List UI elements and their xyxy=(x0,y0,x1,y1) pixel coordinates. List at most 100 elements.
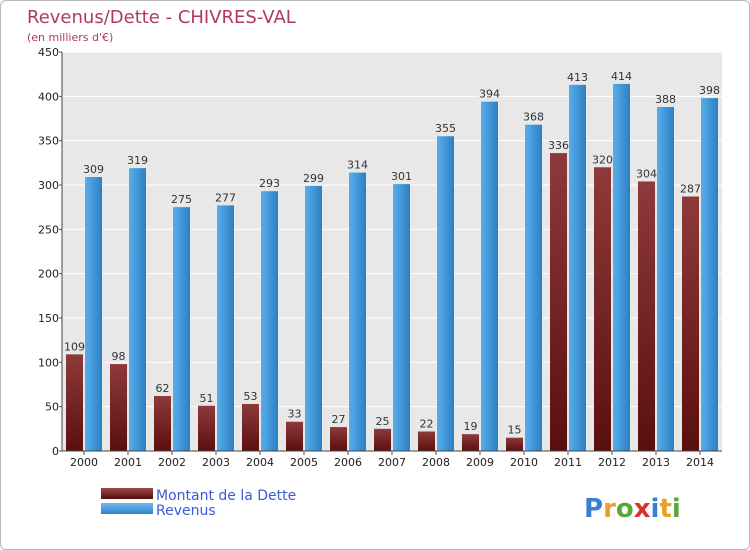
bar-revenus xyxy=(525,124,542,451)
x-tick-label: 2000 xyxy=(70,456,98,469)
bar-revenus xyxy=(217,205,234,451)
bar-dette xyxy=(110,364,127,451)
bar-dette xyxy=(506,437,523,451)
bar-dette xyxy=(198,405,215,451)
data-label-dette: 15 xyxy=(508,424,522,437)
data-label-revenus: 398 xyxy=(699,84,720,97)
data-label-dette: 33 xyxy=(288,408,302,421)
data-label-revenus: 293 xyxy=(259,177,280,190)
bar-dette xyxy=(330,427,347,451)
bar-dette xyxy=(286,421,303,451)
data-label-dette: 98 xyxy=(112,350,126,363)
data-label-dette: 25 xyxy=(376,415,390,428)
data-label-revenus: 277 xyxy=(215,191,236,204)
bar-revenus xyxy=(613,83,630,452)
data-label-revenus: 355 xyxy=(435,122,456,135)
bar-revenus xyxy=(437,136,454,451)
data-label-dette: 336 xyxy=(548,139,569,152)
bar-dette xyxy=(66,354,83,451)
x-tick-label: 2010 xyxy=(510,456,538,469)
data-label-revenus: 301 xyxy=(391,170,412,183)
legend-label-revenus: Revenus xyxy=(156,503,216,519)
bar-dette xyxy=(242,404,259,451)
axes: 0 50 100 150 200 250 300 350 400 450 2000 2001 2002 2… xyxy=(38,46,722,469)
x-tick-label: 2003 xyxy=(202,456,230,469)
data-label-dette: 19 xyxy=(464,420,478,433)
y-tick-label: 400 xyxy=(38,90,59,103)
y-tick-label: 450 xyxy=(38,46,59,59)
bar-revenus xyxy=(569,84,586,451)
chart-title: Revenus/Dette - CHIVRES-VAL xyxy=(27,7,296,28)
data-label-revenus: 299 xyxy=(303,172,324,185)
x-tick-label: 2008 xyxy=(422,456,450,469)
legend-swatch-revenus xyxy=(101,503,153,514)
plot-area xyxy=(62,52,722,451)
x-tick-label: 2002 xyxy=(158,456,186,469)
data-label-revenus: 314 xyxy=(347,159,368,172)
data-label-revenus: 394 xyxy=(479,88,500,101)
legend-label-dette: Montant de la Dette xyxy=(156,488,296,504)
x-tick-label: 2014 xyxy=(686,456,714,469)
y-tick-label: 200 xyxy=(38,268,59,281)
bar-dette xyxy=(682,196,699,451)
x-tick-label: 2009 xyxy=(466,456,494,469)
bar-dette xyxy=(638,181,655,451)
data-label-dette: 53 xyxy=(244,390,258,403)
chart-subtitle: (en milliers d'€) xyxy=(27,31,113,44)
x-tick-label: 2012 xyxy=(598,456,626,469)
bar-revenus xyxy=(261,191,278,451)
x-tick-label: 2007 xyxy=(378,456,406,469)
legend-swatch-dette xyxy=(101,488,153,499)
data-label-dette: 287 xyxy=(680,183,701,196)
bar-dette xyxy=(154,396,171,451)
bar-dette xyxy=(550,153,567,451)
legend: Montant de la Dette Revenus xyxy=(101,488,296,519)
data-label-dette: 62 xyxy=(156,382,170,395)
x-tick-label: 2004 xyxy=(246,456,274,469)
data-label-dette: 304 xyxy=(636,167,657,180)
bar-revenus xyxy=(657,106,674,452)
bar-revenus xyxy=(305,185,322,452)
bar-revenus xyxy=(129,168,146,452)
x-tick-label: 2005 xyxy=(290,456,318,469)
y-tick-label: 250 xyxy=(38,223,59,236)
bars xyxy=(66,83,718,452)
data-label-revenus: 388 xyxy=(655,93,676,106)
grid-lines xyxy=(62,51,722,408)
bar-dette xyxy=(374,428,391,451)
data-label-revenus: 309 xyxy=(83,163,104,176)
bar-revenus xyxy=(173,207,190,451)
bar-dette xyxy=(594,167,611,451)
y-tick-label: 350 xyxy=(38,135,59,148)
x-tick-label: 2001 xyxy=(114,456,142,469)
y-tick-label: 100 xyxy=(38,356,59,369)
bar-revenus xyxy=(85,177,102,451)
data-label-dette: 51 xyxy=(200,392,214,405)
data-label-dette: 27 xyxy=(332,413,346,426)
bar-revenus xyxy=(701,98,718,452)
data-label-revenus: 414 xyxy=(611,70,632,83)
proxiti-logo: Proxiti xyxy=(584,494,681,524)
data-label-revenus: 275 xyxy=(171,193,192,206)
bar-revenus xyxy=(481,101,498,452)
bar-revenus xyxy=(349,172,366,451)
data-label-revenus: 319 xyxy=(127,154,148,167)
proxiti-logo-text: Proxiti xyxy=(584,494,681,524)
bar-dette xyxy=(462,434,479,451)
bar-dette xyxy=(418,431,435,451)
x-tick-label: 2011 xyxy=(554,456,582,469)
data-label-revenus: 413 xyxy=(567,71,588,84)
y-tick-label: 150 xyxy=(38,312,59,325)
x-tick-label: 2013 xyxy=(642,456,670,469)
x-tick-label: 2006 xyxy=(334,456,362,469)
y-tick-label: 0 xyxy=(52,445,59,458)
data-label-dette: 109 xyxy=(64,340,85,353)
data-labels: 109 309 98 319 62 275 51 277 53 293 33 299 27 314 25 30… xyxy=(64,70,720,437)
data-label-dette: 22 xyxy=(420,417,434,430)
y-tick-label: 50 xyxy=(45,401,59,414)
bar-revenus xyxy=(393,184,410,451)
y-tick-label: 300 xyxy=(38,179,59,192)
data-label-dette: 320 xyxy=(592,153,613,166)
